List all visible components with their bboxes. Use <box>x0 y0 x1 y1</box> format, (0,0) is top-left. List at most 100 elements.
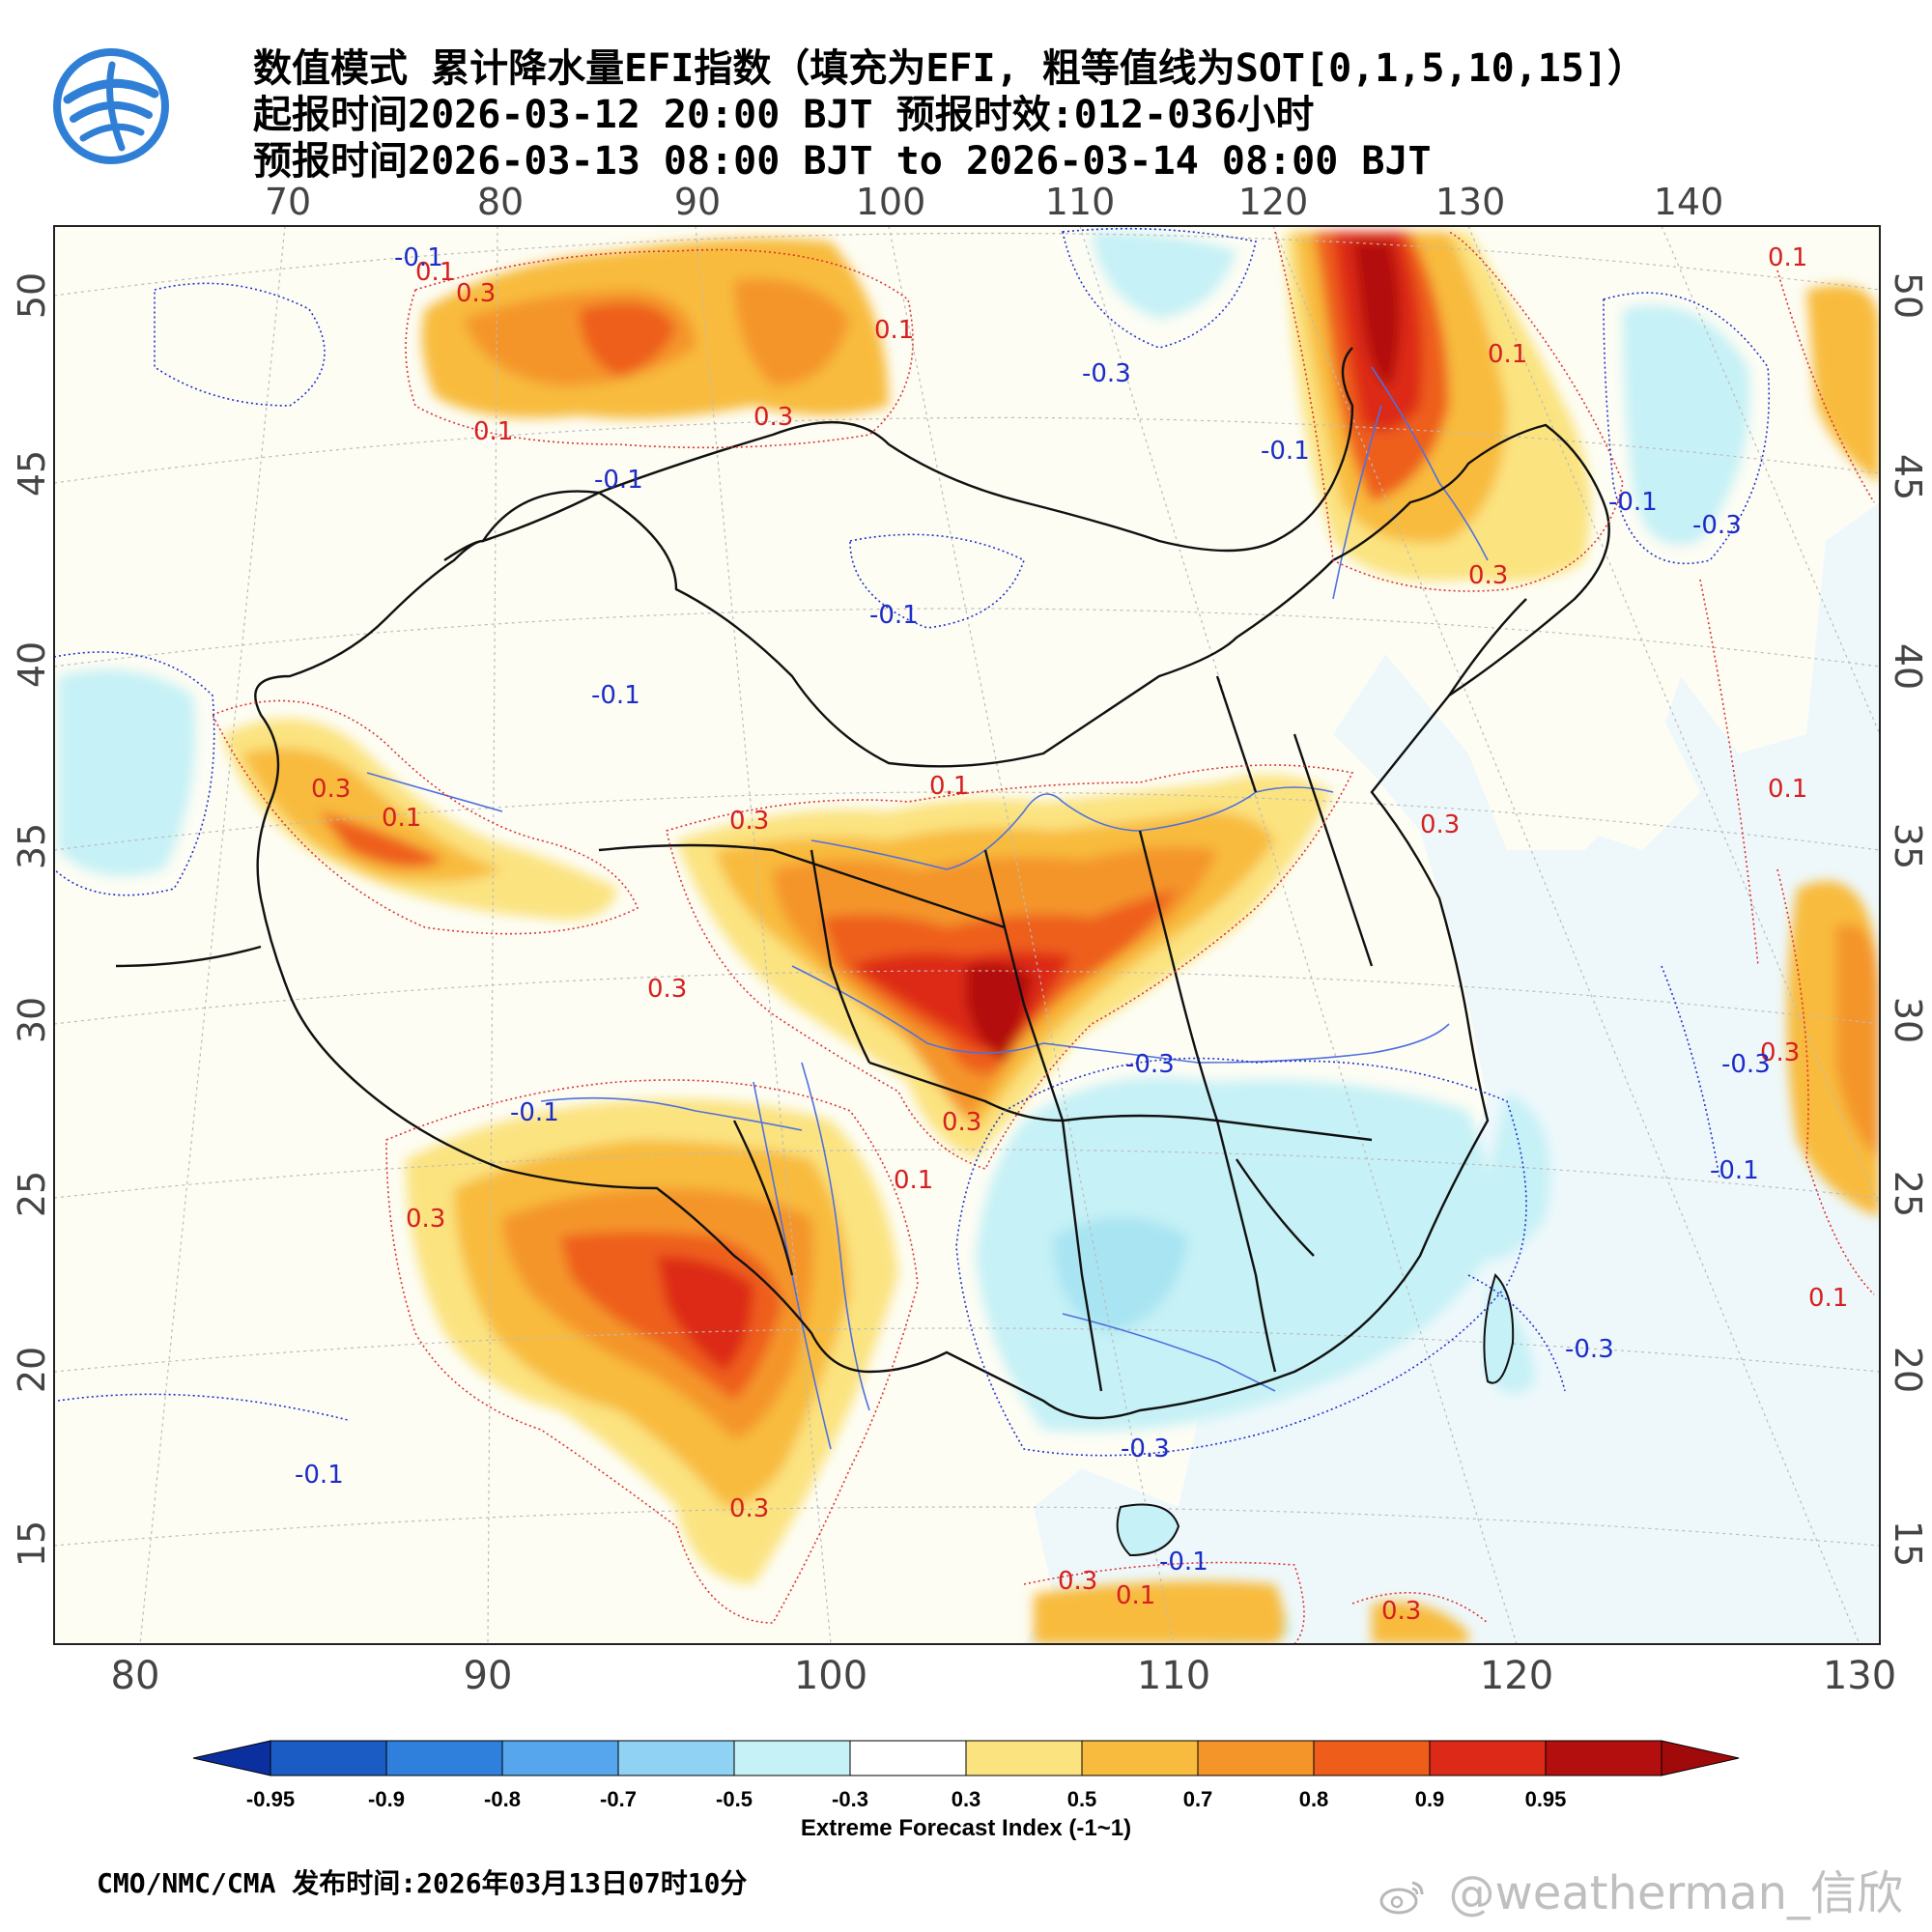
lon-tick-label: 90 <box>674 181 721 223</box>
contours-red <box>211 231 1875 1644</box>
colorbar-tick-label: -0.5 <box>716 1787 753 1811</box>
issuer-and-release-time: CMO/NMC/CMA 发布时间:2026年03月13日07时10分 <box>97 1867 748 1899</box>
watermark: @weatherman_信欣 <box>1378 1855 1903 1922</box>
colorbar-tick-label: -0.3 <box>832 1787 868 1811</box>
colorbar-tick-label: 0.95 <box>1525 1787 1567 1811</box>
lat-tick-label: 40 <box>11 641 53 688</box>
contour-label: 0.3 <box>1760 1038 1800 1067</box>
colorbar-tick-label: -0.9 <box>368 1787 405 1811</box>
contour-label: 0.3 <box>1420 810 1460 839</box>
colorbar-title: Extreme Forecast Index (-1~1) <box>801 1815 1131 1841</box>
colorbar-segment <box>1081 1740 1199 1776</box>
lon-tick-label: 90 <box>464 1654 513 1698</box>
contour-label: 0.1 <box>1116 1581 1155 1610</box>
lon-tick-label: 110 <box>1045 181 1116 223</box>
colorbar-tick-label: 0.7 <box>1183 1787 1213 1811</box>
lon-tick-label: 130 <box>1823 1654 1896 1698</box>
contour-label: 0.3 <box>1381 1597 1421 1626</box>
lon-tick-label: 100 <box>794 1654 867 1698</box>
weibo-icon <box>1379 1881 1424 1915</box>
contour-label: 0.1 <box>929 772 969 801</box>
lon-tick-label: 140 <box>1654 181 1724 223</box>
contour-label: 0.3 <box>1468 561 1508 590</box>
colorbar-segment <box>617 1740 735 1776</box>
colorbar-segment <box>1197 1740 1315 1776</box>
colorbar-tick-label: 0.5 <box>1067 1787 1097 1811</box>
lat-tick-label: 30 <box>1887 997 1929 1043</box>
contour-label: -0.1 <box>869 601 919 630</box>
lat-tick-label: 30 <box>11 997 53 1043</box>
lat-tick-label: 20 <box>1887 1347 1929 1393</box>
contour-label: -0.1 <box>594 466 643 495</box>
colorbar-segment <box>501 1740 619 1776</box>
contour-label: 0.1 <box>1768 243 1807 272</box>
colorbar-segment <box>1429 1740 1547 1776</box>
title-line-3: 预报时间2026-03-13 08:00 BJT to 2026-03-14 0… <box>253 139 1432 184</box>
colorbar-tick-label: -0.8 <box>484 1787 521 1811</box>
lat-tick-label: 15 <box>1887 1520 1929 1567</box>
contour-label: 0.1 <box>1768 775 1807 804</box>
lon-tick-label: 100 <box>856 181 926 223</box>
lon-tick-label: 110 <box>1137 1654 1210 1698</box>
cma-logo-icon <box>53 48 169 164</box>
colorbar-segment <box>733 1740 851 1776</box>
colorbar-segment <box>965 1740 1083 1776</box>
lat-tick-label: 50 <box>1887 272 1929 319</box>
contour-label: -0.3 <box>1125 1050 1175 1079</box>
lon-tick-label: 80 <box>111 1654 160 1698</box>
contour-label: -0.1 <box>510 1098 559 1127</box>
colorbar-segment <box>1545 1740 1662 1776</box>
colorbar: -0.95 -0.9 -0.8 -0.7 -0.5 -0.3 0.3 0.5 0.7 0.8 0.9… <box>192 1740 1740 1841</box>
lon-tick-label: 120 <box>1480 1654 1553 1698</box>
lat-tick-label: 25 <box>11 1171 53 1217</box>
lon-tick-label: 130 <box>1435 181 1506 223</box>
contour-label: -0.3 <box>1082 359 1131 388</box>
right-latitude-ticks: 50 45 40 35 30 25 20 15 <box>1887 272 1929 1567</box>
contour-label: -0.1 <box>1159 1548 1208 1577</box>
colorbar-segment <box>270 1740 387 1776</box>
contour-label: 0.3 <box>1058 1567 1097 1596</box>
contour-label: -0.1 <box>1608 488 1658 517</box>
contour-label: 0.3 <box>456 279 496 308</box>
contour-label: -0.1 <box>1710 1156 1759 1185</box>
lat-tick-label: 45 <box>1887 454 1929 500</box>
lat-tick-label: 25 <box>1887 1171 1929 1217</box>
contour-label: 0.1 <box>382 804 421 833</box>
watermark-text: @weatherman_信欣 <box>1448 1866 1903 1920</box>
lat-tick-label: 40 <box>1887 643 1929 690</box>
map-frame <box>53 225 1881 1645</box>
contour-label: 0.3 <box>647 975 687 1004</box>
contour-label: -0.1 <box>591 681 640 710</box>
bottom-longitude-ticks: 80 90 100 110 120 130 <box>111 1654 1897 1698</box>
colorbar-tick-label: 0.8 <box>1299 1787 1329 1811</box>
colorbar-segment <box>1313 1740 1431 1776</box>
contour-label: -0.1 <box>394 243 443 272</box>
colorbar-tick-label: 0.3 <box>952 1787 981 1811</box>
contour-label: 0.1 <box>473 417 513 446</box>
contour-label: -0.1 <box>1261 437 1310 466</box>
land-mass-sea-east <box>1565 676 1700 850</box>
efi-low-regions <box>58 232 1750 1642</box>
lat-tick-label: 20 <box>11 1347 53 1393</box>
graticule <box>54 226 1880 1644</box>
colorbar-tick-label: 0.9 <box>1415 1787 1445 1811</box>
contour-label: -0.1 <box>295 1461 344 1490</box>
title-line-1: 数值模式 累计降水量EFI指数（填充为EFI, 粗等值线为SOT[0,1,5,1… <box>253 46 1647 91</box>
contour-label: 0.1 <box>1808 1284 1848 1313</box>
lat-tick-label: 45 <box>11 450 53 497</box>
lat-tick-label: 15 <box>11 1520 53 1567</box>
contour-label: 0.3 <box>406 1205 445 1234</box>
colorbar-segment <box>385 1740 503 1776</box>
lat-tick-label: 35 <box>1887 823 1929 869</box>
contour-label: -0.3 <box>1565 1335 1614 1364</box>
map-plot-area: 0.1 0.3 0.1 0.3 0.1 0.3 0.1 0.3 0.1 0.3 … <box>54 226 1880 1644</box>
contour-label: 0.3 <box>311 775 351 804</box>
contour-label: -0.3 <box>1121 1435 1170 1463</box>
title-line-2: 起报时间2026-03-12 20:00 BJT 预报时效:012-036小时 <box>253 93 1315 137</box>
left-latitude-ticks: 50 45 40 35 30 25 20 15 <box>11 272 53 1567</box>
borders <box>115 347 1610 1420</box>
contour-label: 0.3 <box>942 1108 981 1137</box>
contour-label: -0.3 <box>1721 1050 1771 1079</box>
contour-label: 0.1 <box>874 316 914 345</box>
